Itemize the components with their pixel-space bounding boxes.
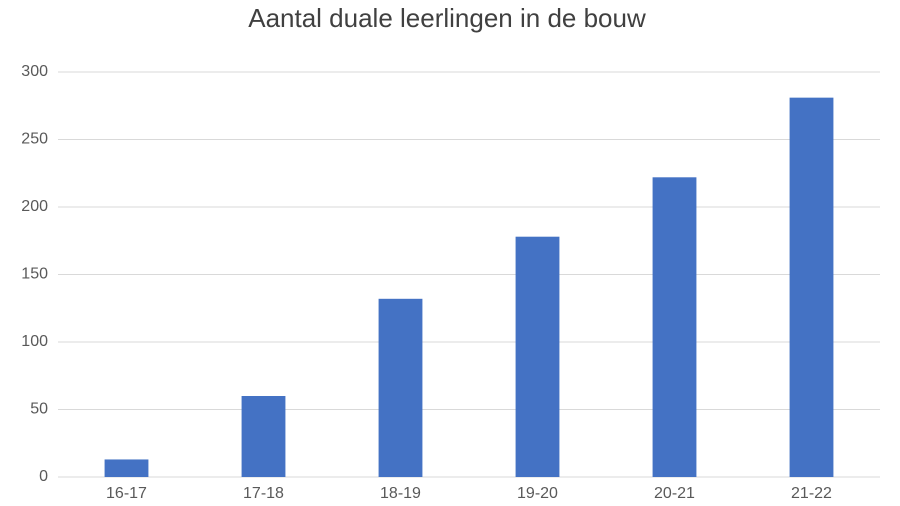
bar — [515, 236, 560, 477]
chart-title: Aantal duale leerlingen in de bouw — [248, 3, 646, 33]
y-tick-label: 0 — [39, 468, 48, 485]
bar — [378, 298, 423, 477]
bar — [241, 396, 286, 477]
y-tick-label: 200 — [21, 198, 48, 215]
y-tick-label: 100 — [21, 333, 48, 350]
bar — [652, 177, 697, 478]
x-tick-label: 16-17 — [106, 485, 147, 502]
bar — [104, 459, 149, 477]
x-tick-label: 18-19 — [380, 485, 421, 502]
y-tick-label: 150 — [21, 266, 48, 283]
bar — [789, 97, 834, 478]
x-tick-label: 21-22 — [791, 485, 832, 502]
y-tick-label: 300 — [21, 63, 48, 80]
x-tick-label: 17-18 — [243, 485, 284, 502]
x-tick-label: 20-21 — [654, 485, 695, 502]
y-tick-label: 250 — [21, 131, 48, 148]
x-tick-label: 19-20 — [517, 485, 558, 502]
y-tick-label: 50 — [30, 401, 48, 418]
